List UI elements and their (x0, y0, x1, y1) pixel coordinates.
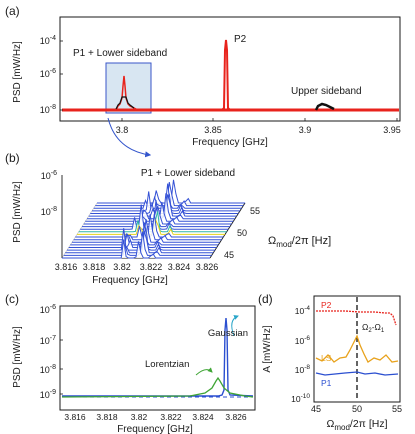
panel-b-xlabel: Frequency [GHz] (92, 275, 168, 286)
panel-b-yticks: 10-6 10-8 (41, 170, 57, 217)
panel-d-p2-label: P2 (321, 300, 332, 310)
panel-d-ylabel: A [mW/Hz] (262, 325, 273, 372)
lorentzian-arrow (195, 367, 213, 376)
panel-a-xticks: 3.8 3.85 3.9 3.95 (116, 118, 401, 135)
panel-b-depth-tick: 50 (237, 228, 247, 238)
panel-a-ytick: 10-8 (40, 104, 56, 115)
panel-b-xtick: 3.816 (55, 262, 78, 272)
lorentzian-trace (61, 376, 254, 398)
panel-b-xticks: 3.816 3.818 3.82 3.822 3.824 3.826 (55, 262, 219, 272)
p1-lower-sideband-annotation: P1 + Lower sideband (73, 48, 167, 59)
panel-c-ytick: 10-9 (40, 389, 56, 400)
panel-c-xticks: 3.816 3.818 3.82 3.822 3.824 3.826 (64, 412, 247, 422)
panel-b-waterfall (62, 179, 245, 259)
panel-b-xtick: 3.824 (168, 262, 191, 272)
panel-a-traces (62, 39, 399, 112)
panel-a-p1-peak (115, 75, 139, 111)
panel-c-ytick: 10-7 (40, 335, 56, 346)
panel-d: (d) 10-4 10-6 10-8 10-10 45 50 55 P2 LS … (258, 292, 402, 432)
panel-d-yticks: 10-4 10-6 10-8 10-10 (291, 305, 310, 404)
panel-a-p2-peak (221, 39, 231, 111)
panel-a-xlabel: Frequency [GHz] (192, 137, 268, 148)
panel-c-ytick: 10-6 (40, 304, 56, 315)
panel-d-omega-diff-label: Ω2-Ω1 (362, 322, 385, 334)
panel-a-label: (a) (5, 4, 20, 18)
panel-b-depth-ticks: 55 50 45 (224, 206, 260, 260)
panel-d-ls-trace (315, 334, 399, 363)
panel-a-xtick: 3.95 (383, 125, 401, 135)
panel-b-depth-tick: 45 (224, 250, 234, 260)
gaussian-label: Gaussian (208, 328, 248, 339)
panel-d-p2-trace (316, 310, 397, 326)
panel-d-ytick: 10-8 (295, 364, 311, 375)
zoom-arrow (107, 117, 152, 158)
panel-c: (c) 10-6 10-7 10-8 10-9 3.816 3.818 3.82… (5, 292, 256, 434)
panel-d-xtick: 45 (311, 404, 321, 414)
panel-c-label: (c) (5, 292, 19, 306)
lorentzian-label: Lorentzian (145, 359, 189, 370)
panel-a-xtick: 3.8 (116, 125, 129, 135)
panel-c-xtick: 3.816 (64, 412, 86, 422)
panel-b: (b) 10-6 10-8 3.816 3.818 3.82 3.822 3.8… (5, 151, 331, 286)
panel-d-label: (d) (258, 292, 273, 306)
panel-c-yticks: 10-6 10-7 10-8 10-9 (40, 304, 63, 400)
panel-b-depth-tick: 55 (250, 206, 260, 216)
panel-c-xtick: 3.826 (225, 412, 247, 422)
panel-b-depth-label: Ωmod/2π [Hz] (268, 235, 331, 249)
panel-b-ytick: 10-6 (41, 170, 57, 181)
panel-b-xtick: 3.826 (196, 262, 219, 272)
panel-c-xtick: 3.818 (96, 412, 118, 422)
panel-b-ylabel: PSD [mW/Hz] (12, 181, 23, 243)
panel-a: (a) 10-4 10-6 10-8 3.8 3.85 3.9 3.95 (5, 4, 401, 158)
panel-b-xtick: 3.822 (140, 262, 163, 272)
panel-b-ytick: 10-8 (41, 206, 57, 217)
panel-b-label: (b) (5, 151, 20, 165)
panel-c-xtick: 3.82 (131, 412, 148, 422)
panel-d-p1-label: P1 (321, 378, 332, 388)
p2-annotation: P2 (234, 34, 247, 45)
panel-d-ytick: 10-4 (295, 305, 311, 316)
panel-d-xtick: 55 (392, 404, 402, 414)
panel-b-xtick: 3.82 (113, 262, 131, 272)
panel-c-ytick: 10-8 (40, 364, 56, 375)
gaussian-arrow (231, 315, 239, 337)
upper-sideband-annotation: Upper sideband (291, 86, 362, 97)
panel-a-ytick: 10-6 (40, 68, 56, 79)
panel-c-ylabel: PSD [mW/Hz] (12, 326, 23, 388)
panel-b-xtick: 3.818 (83, 262, 106, 272)
panel-a-ylabel: PSD [mW/Hz] (12, 41, 23, 103)
panel-a-yticks: 10-4 10-6 10-8 (40, 35, 63, 115)
panel-c-xtick: 3.822 (160, 412, 182, 422)
panel-c-xlabel: Frequency [GHz] (117, 424, 193, 434)
panel-a-p1-sideband (115, 96, 135, 110)
panel-a-upper-sideband (314, 102, 335, 111)
panel-d-xticks: 45 50 55 (311, 404, 402, 414)
panel-b-title: P1 + Lower sideband (141, 168, 235, 179)
panel-d-xlabel: Ωmod/2π [Hz] (326, 418, 387, 432)
panel-a-xtick: 3.85 (204, 125, 222, 135)
panel-c-xtick: 3.824 (192, 412, 214, 422)
panel-d-p1-trace (315, 371, 399, 376)
panel-a-ytick: 10-4 (40, 35, 56, 46)
panel-d-ytick: 10-6 (295, 335, 311, 346)
panel-d-ytick: 10-10 (291, 393, 310, 404)
panel-d-ls-label: LS (321, 353, 332, 363)
waterfall-trace (62, 239, 210, 259)
panel-a-xtick: 3.9 (299, 125, 312, 135)
panel-b-depth-axis (209, 202, 246, 259)
panel-d-xtick: 50 (352, 404, 362, 414)
